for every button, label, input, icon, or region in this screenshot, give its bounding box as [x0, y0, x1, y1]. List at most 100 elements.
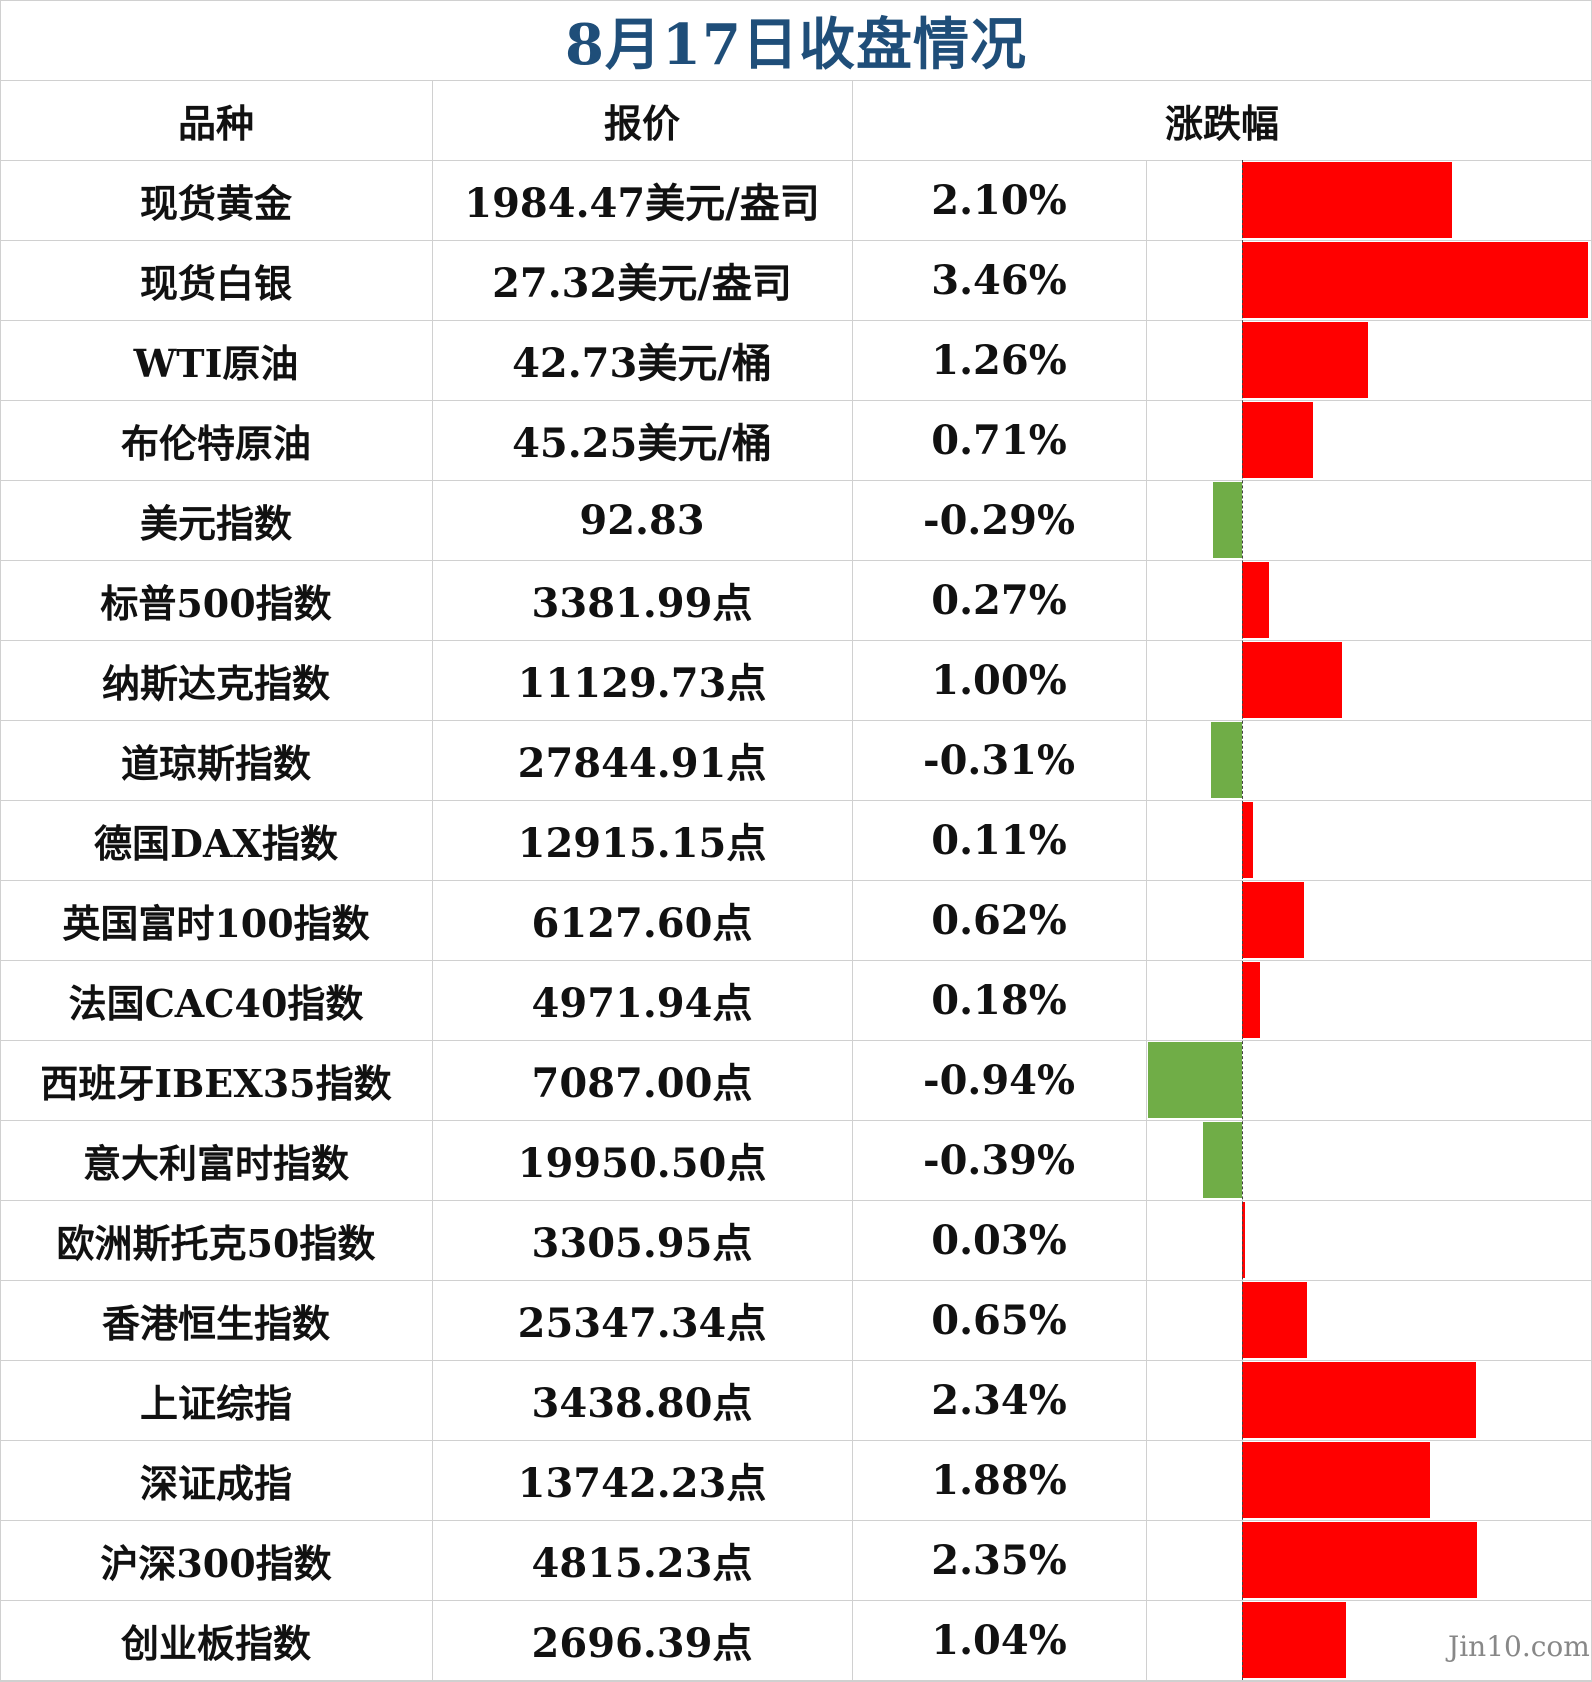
row-quote: 4815.23点: [531, 1540, 753, 1587]
row-divider: [0, 1680, 1592, 1681]
row-quote: 3438.80点: [531, 1380, 753, 1427]
row-name: 西班牙IBEX35指数: [40, 1060, 392, 1106]
row-divider: [0, 720, 1592, 721]
change-bar: [1242, 402, 1313, 478]
row-divider: [0, 1120, 1592, 1121]
row-quote: 6127.60点: [531, 900, 753, 947]
row-change: 0.27%: [931, 576, 1067, 624]
row-divider: [0, 1520, 1592, 1521]
header-change: 涨跌幅: [1164, 100, 1279, 146]
change-bar: [1242, 562, 1269, 638]
change-bar: [1242, 242, 1588, 318]
watermark: Jin10.com: [1448, 1630, 1590, 1663]
row-change: 0.11%: [931, 816, 1067, 864]
column-divider: [432, 80, 433, 1682]
row-change: 1.88%: [931, 1456, 1067, 1504]
row-name: 沪深300指数: [100, 1540, 332, 1586]
row-change: 1.00%: [931, 656, 1067, 704]
row-quote: 11129.73点: [517, 660, 767, 707]
row-quote: 1984.47美元/盎司: [464, 180, 820, 227]
row-quote: 7087.00点: [531, 1060, 753, 1107]
row-name: WTI原油: [133, 340, 299, 386]
row-divider: [0, 80, 1592, 81]
change-bar: [1211, 722, 1242, 798]
change-bar: [1242, 1602, 1346, 1678]
row-name: 纳斯达克指数: [101, 660, 330, 706]
row-divider: [0, 480, 1592, 481]
change-bar: [1242, 962, 1260, 1038]
row-name: 道琼斯指数: [120, 740, 311, 786]
change-bar: [1242, 802, 1253, 878]
row-change: 1.04%: [931, 1616, 1067, 1664]
row-name: 欧洲斯托克50指数: [56, 1220, 376, 1266]
row-divider: [0, 400, 1592, 401]
row-divider: [0, 160, 1592, 161]
change-bar: [1242, 1522, 1477, 1598]
row-divider: [0, 1040, 1592, 1041]
row-divider: [0, 880, 1592, 881]
row-quote: 19950.50点: [517, 1140, 767, 1187]
change-bar: [1242, 882, 1304, 958]
change-bar: [1242, 322, 1368, 398]
row-change: -0.39%: [922, 1136, 1076, 1184]
row-quote: 25347.34点: [517, 1300, 767, 1347]
change-bar: [1213, 482, 1242, 558]
row-quote: 27844.91点: [517, 740, 767, 787]
header-quote: 报价: [603, 100, 680, 146]
row-name: 布伦特原油: [120, 420, 311, 466]
row-name: 法国CAC40指数: [68, 980, 364, 1026]
row-name: 深证成指: [139, 1460, 292, 1506]
row-divider: [0, 320, 1592, 321]
row-divider: [0, 1200, 1592, 1201]
row-change: -0.29%: [922, 496, 1076, 544]
row-quote: 12915.15点: [517, 820, 767, 867]
change-bar: [1242, 1202, 1245, 1278]
column-divider: [1146, 160, 1147, 1682]
row-quote: 92.83: [579, 496, 705, 544]
row-change: 2.34%: [931, 1376, 1067, 1424]
change-bar: [1203, 1122, 1242, 1198]
row-change: 1.26%: [931, 336, 1067, 384]
row-quote: 45.25美元/桶: [512, 420, 772, 467]
row-name: 标普500指数: [100, 580, 332, 626]
row-change: 0.18%: [931, 976, 1067, 1024]
page-title: 8月17日收盘情况: [565, 11, 1027, 78]
header-variety: 品种: [177, 100, 254, 146]
row-divider: [0, 1360, 1592, 1361]
row-divider: [0, 1280, 1592, 1281]
row-quote: 27.32美元/盎司: [492, 260, 792, 307]
row-divider: [0, 240, 1592, 241]
row-change: 0.62%: [931, 896, 1067, 944]
row-quote: 4971.94点: [531, 980, 753, 1027]
row-change: 0.03%: [931, 1216, 1067, 1264]
row-quote: 3305.95点: [531, 1220, 753, 1267]
row-divider: [0, 800, 1592, 801]
change-bar: [1242, 1442, 1430, 1518]
row-divider: [0, 1440, 1592, 1441]
row-name: 现货黄金: [139, 180, 292, 226]
change-bar: [1242, 1282, 1307, 1358]
change-bar: [1242, 162, 1452, 238]
row-name: 香港恒生指数: [101, 1300, 330, 1346]
row-quote: 3381.99点: [531, 580, 753, 627]
row-name: 创业板指数: [120, 1620, 311, 1666]
row-change: 0.71%: [931, 416, 1067, 464]
row-name: 上证综指: [139, 1380, 292, 1426]
change-bar: [1148, 1042, 1242, 1118]
row-divider: [0, 960, 1592, 961]
row-change: -0.31%: [922, 736, 1076, 784]
change-bar: [1242, 642, 1342, 718]
row-quote: 42.73美元/桶: [512, 340, 772, 387]
row-name: 现货白银: [139, 260, 292, 306]
row-name: 英国富时100指数: [62, 900, 370, 946]
row-change: 2.10%: [931, 176, 1067, 224]
row-divider: [0, 1600, 1592, 1601]
row-divider: [0, 560, 1592, 561]
row-quote: 2696.39点: [531, 1620, 753, 1667]
row-change: 2.35%: [931, 1536, 1067, 1584]
row-name: 德国DAX指数: [94, 820, 338, 866]
row-name: 美元指数: [139, 500, 292, 546]
row-change: 3.46%: [931, 256, 1067, 304]
row-quote: 13742.23点: [517, 1460, 767, 1507]
